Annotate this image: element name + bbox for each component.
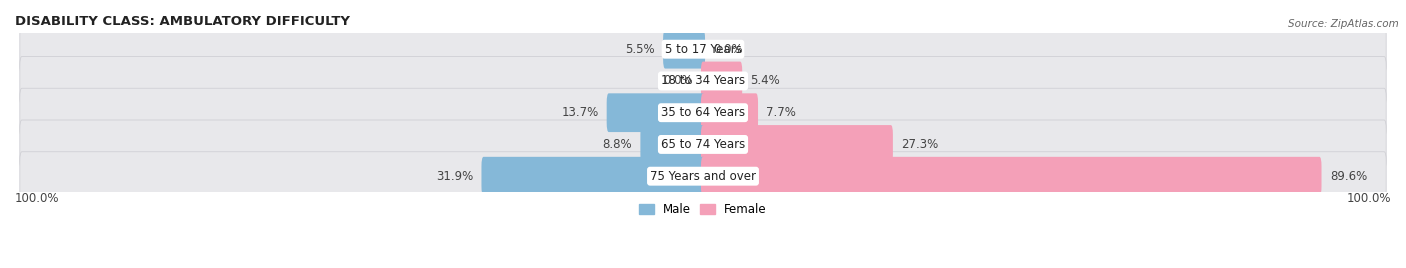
Text: 65 to 74 Years: 65 to 74 Years xyxy=(661,138,745,151)
Text: 18 to 34 Years: 18 to 34 Years xyxy=(661,75,745,87)
Text: 35 to 64 Years: 35 to 64 Years xyxy=(661,106,745,119)
FancyBboxPatch shape xyxy=(20,120,1386,169)
Text: 100.0%: 100.0% xyxy=(1347,192,1391,205)
FancyBboxPatch shape xyxy=(702,157,1322,196)
Text: DISABILITY CLASS: AMBULATORY DIFFICULTY: DISABILITY CLASS: AMBULATORY DIFFICULTY xyxy=(15,15,350,28)
Text: 31.9%: 31.9% xyxy=(436,170,474,183)
FancyBboxPatch shape xyxy=(702,62,742,100)
Text: 75 Years and over: 75 Years and over xyxy=(650,170,756,183)
Text: 0.0%: 0.0% xyxy=(664,75,693,87)
Text: 7.7%: 7.7% xyxy=(766,106,796,119)
Text: 89.6%: 89.6% xyxy=(1330,170,1367,183)
Text: 8.8%: 8.8% xyxy=(603,138,633,151)
FancyBboxPatch shape xyxy=(640,125,704,164)
Text: 0.0%: 0.0% xyxy=(713,43,742,56)
Text: Source: ZipAtlas.com: Source: ZipAtlas.com xyxy=(1288,19,1399,29)
Text: 27.3%: 27.3% xyxy=(901,138,938,151)
Text: 5.5%: 5.5% xyxy=(626,43,655,56)
Text: 5 to 17 Years: 5 to 17 Years xyxy=(665,43,741,56)
Text: 13.7%: 13.7% xyxy=(561,106,599,119)
FancyBboxPatch shape xyxy=(481,157,704,196)
FancyBboxPatch shape xyxy=(702,93,758,132)
FancyBboxPatch shape xyxy=(702,125,893,164)
FancyBboxPatch shape xyxy=(606,93,704,132)
FancyBboxPatch shape xyxy=(20,88,1386,137)
FancyBboxPatch shape xyxy=(20,25,1386,74)
Text: 100.0%: 100.0% xyxy=(15,192,59,205)
FancyBboxPatch shape xyxy=(20,57,1386,105)
Legend: Male, Female: Male, Female xyxy=(634,199,772,221)
FancyBboxPatch shape xyxy=(664,30,704,69)
Text: 5.4%: 5.4% xyxy=(751,75,780,87)
FancyBboxPatch shape xyxy=(20,152,1386,201)
